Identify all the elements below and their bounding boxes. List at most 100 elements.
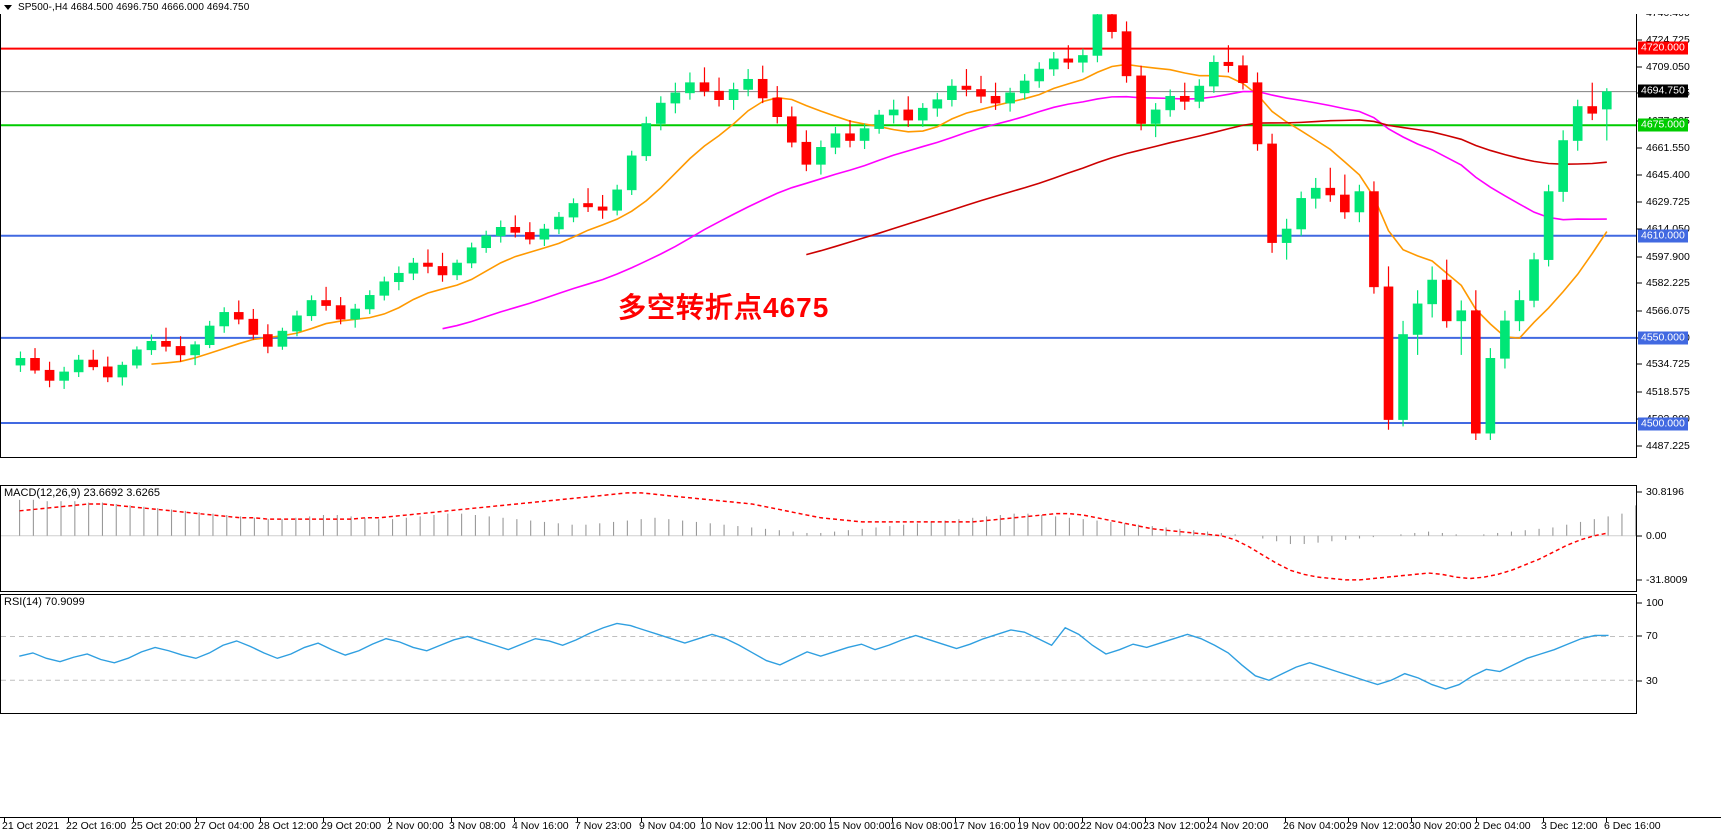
time-tick-mark xyxy=(1145,818,1146,822)
macd-plot xyxy=(1,492,1636,581)
time-axis-label: 7 Nov 23:00 xyxy=(575,820,632,832)
price-chart-panel[interactable] xyxy=(0,0,1637,458)
symbol-ohlc-label: SP500-,H4 4684.500 4696.750 4666.000 469… xyxy=(18,1,250,13)
time-tick-mark xyxy=(830,818,831,822)
time-axis-label: 19 Nov 00:00 xyxy=(1017,820,1080,832)
price-tick-label: 4709.050 xyxy=(1646,60,1690,73)
time-tick-mark xyxy=(451,818,452,822)
time-axis-label: 22 Nov 04:00 xyxy=(1080,820,1143,832)
macd-tick-mark xyxy=(1637,535,1642,537)
price-axis[interactable]: 4740.4004724.7254709.0504693.3754677.225… xyxy=(1636,0,1721,458)
time-tick-mark xyxy=(1411,818,1412,822)
time-axis-label: 27 Oct 04:00 xyxy=(194,820,255,832)
price-tick-mark xyxy=(1637,39,1642,41)
time-tick-mark xyxy=(323,818,324,822)
rsi-tick-mark xyxy=(1637,680,1642,682)
macd-tick-label: -31.8009 xyxy=(1646,574,1688,587)
time-axis-label: 22 Oct 16:00 xyxy=(66,820,127,832)
time-axis-label: 4 Nov 16:00 xyxy=(512,820,569,832)
macd-label: MACD(12,26,9) 23.6692 3.6265 xyxy=(4,487,160,499)
price-tick-mark xyxy=(1637,391,1642,393)
triangle-down-icon[interactable] xyxy=(4,4,12,10)
chart-annotation-text: 多空转折点4675 xyxy=(618,292,830,323)
time-axis-label: 15 Nov 00:00 xyxy=(828,820,891,832)
time-tick-mark xyxy=(1208,818,1209,822)
price-tick-mark xyxy=(1637,201,1642,203)
time-axis-label: 11 Nov 20:00 xyxy=(764,820,826,832)
macd-tick-label: 0.00 xyxy=(1646,529,1667,542)
price-tick-mark xyxy=(1637,174,1642,176)
time-tick-mark xyxy=(133,818,134,822)
time-tick-mark xyxy=(196,818,197,822)
macd-tick-label: 30.8196 xyxy=(1646,486,1684,499)
time-axis-label: 28 Oct 12:00 xyxy=(258,820,319,832)
time-tick-mark xyxy=(1019,818,1020,822)
price-tick-mark xyxy=(1637,445,1642,447)
time-axis-label: 30 Nov 20:00 xyxy=(1409,820,1472,832)
time-tick-mark xyxy=(955,818,956,822)
price-tick-label: 4661.550 xyxy=(1646,141,1690,154)
price-level-chip[interactable]: 4550.000 xyxy=(1638,331,1688,345)
time-axis-label: 3 Dec 12:00 xyxy=(1541,820,1598,832)
time-axis-label: 29 Nov 12:00 xyxy=(1346,820,1409,832)
price-tick-label: 4518.575 xyxy=(1646,386,1690,399)
time-tick-mark xyxy=(1348,818,1349,822)
time-tick-mark xyxy=(577,818,578,822)
macd-panel[interactable] xyxy=(0,485,1637,592)
time-tick-mark xyxy=(260,818,261,822)
rsi-tick-label: 30 xyxy=(1646,674,1658,687)
price-level-chip[interactable]: 4694.750 xyxy=(1638,84,1688,98)
time-axis-label: 23 Nov 12:00 xyxy=(1143,820,1206,832)
price-tick-label: 4597.900 xyxy=(1646,250,1690,263)
time-tick-mark xyxy=(641,818,642,822)
macd-tick-mark xyxy=(1637,579,1642,581)
time-tick-mark xyxy=(702,818,703,822)
rsi-panel[interactable] xyxy=(0,594,1637,714)
time-tick-mark xyxy=(1476,818,1477,822)
time-tick-mark xyxy=(892,818,893,822)
time-axis-label: 3 Nov 08:00 xyxy=(449,820,506,832)
price-tick-mark xyxy=(1637,363,1642,365)
time-axis[interactable]: 21 Oct 2021 22 Oct 16:00 25 Oct 20:00 27 Oc… xyxy=(0,817,1721,839)
rsi-plot xyxy=(1,622,1636,690)
price-tick-mark xyxy=(1637,228,1642,230)
time-axis-label: 2 Dec 04:00 xyxy=(1474,820,1531,832)
time-tick-mark xyxy=(389,818,390,822)
rsi-tick-mark xyxy=(1637,635,1642,637)
chart-title-bar: SP500-,H4 4684.500 4696.750 4666.000 469… xyxy=(0,0,1721,14)
price-tick-label: 4582.225 xyxy=(1646,277,1690,290)
time-tick-mark xyxy=(1082,818,1083,822)
macd-tick-mark xyxy=(1637,491,1642,493)
time-axis-label: 10 Nov 12:00 xyxy=(700,820,763,832)
time-tick-mark xyxy=(1606,818,1607,822)
price-tick-label: 4645.400 xyxy=(1646,169,1690,182)
price-tick-label: 4566.075 xyxy=(1646,304,1690,317)
price-tick-mark xyxy=(1637,256,1642,257)
time-axis-label: 24 Nov 20:00 xyxy=(1206,820,1269,832)
price-level-chip[interactable]: 4675.000 xyxy=(1638,118,1688,132)
time-tick-mark xyxy=(4,818,5,822)
price-level-chip[interactable]: 4500.000 xyxy=(1638,417,1688,431)
time-axis-label: 17 Nov 16:00 xyxy=(953,820,1016,832)
price-tick-mark xyxy=(1637,147,1642,149)
macd-axis: 30.8196 0.00 -31.8009 xyxy=(1636,485,1721,592)
price-level-chip[interactable]: 4610.000 xyxy=(1638,229,1688,243)
time-tick-mark xyxy=(1285,818,1286,822)
price-tick-mark xyxy=(1637,282,1642,284)
time-axis-label: 16 Nov 08:00 xyxy=(890,820,953,832)
rsi-tick-mark xyxy=(1637,602,1642,604)
time-axis-label: 2 Nov 00:00 xyxy=(387,820,444,832)
price-tick-label: 4629.725 xyxy=(1646,196,1690,209)
time-tick-mark xyxy=(766,818,767,822)
time-axis-label: 29 Oct 20:00 xyxy=(321,820,382,832)
rsi-tick-label: 100 xyxy=(1646,596,1664,609)
time-tick-mark xyxy=(514,818,515,822)
price-level-chip[interactable]: 4720.000 xyxy=(1638,41,1688,55)
price-plot xyxy=(1,4,1636,440)
time-tick-mark xyxy=(68,818,69,822)
time-axis-label: 26 Nov 04:00 xyxy=(1283,820,1346,832)
price-tick-label: 4487.225 xyxy=(1646,439,1690,452)
time-tick-mark xyxy=(1543,818,1544,822)
price-tick-mark xyxy=(1637,66,1642,68)
